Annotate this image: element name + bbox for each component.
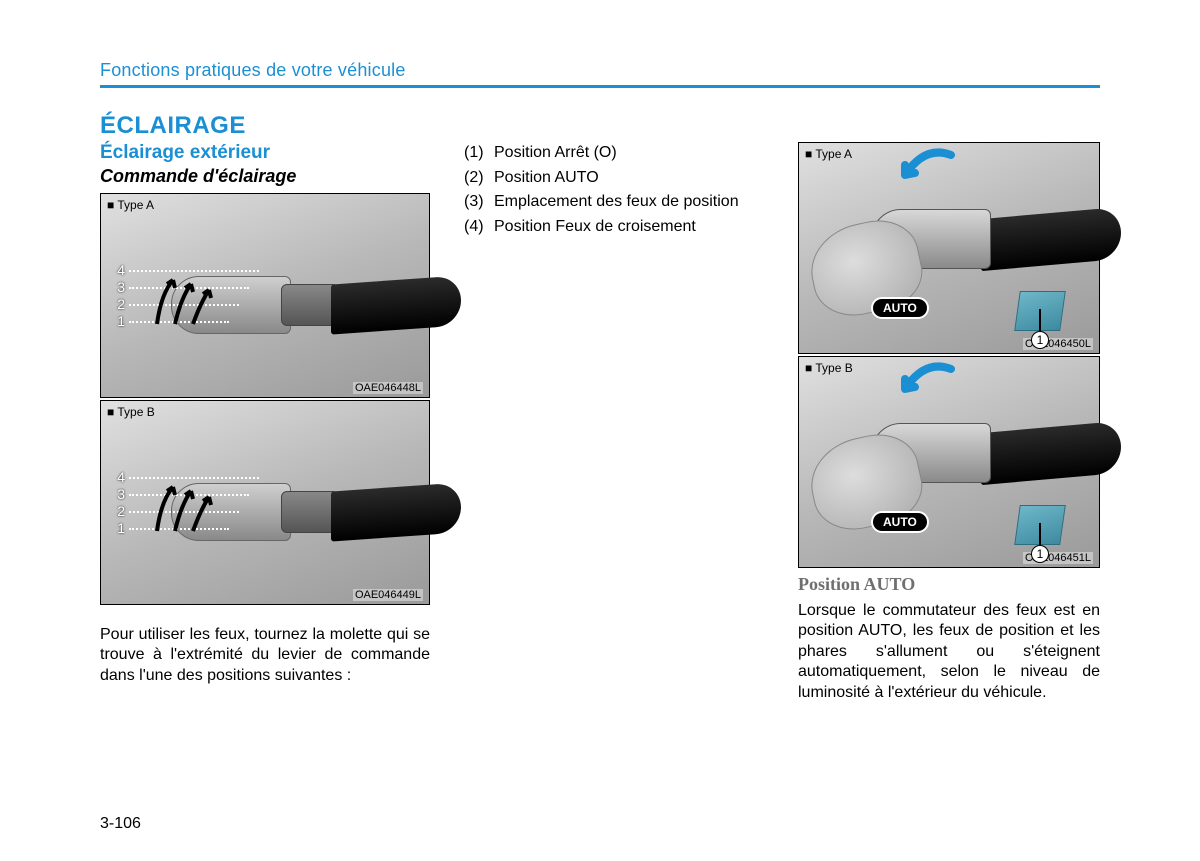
position-number: 2 <box>111 296 125 313</box>
callout-line <box>1039 309 1041 331</box>
position-number: 4 <box>111 262 125 279</box>
position-number: 1 <box>111 520 125 537</box>
header-rule <box>418 85 1100 88</box>
figure-type-label: ■ Type B <box>805 361 853 375</box>
content-columns: ÉCLAIRAGE Éclairage extérieur Commande d… <box>100 112 1100 703</box>
list-item: (1) Position Arrêt (O) <box>464 142 764 164</box>
list-item: (4) Position Feux de croisement <box>464 216 764 238</box>
rotate-arrow-icon <box>895 361 965 414</box>
figure-stalk-type-b: ■ Type B 4 3 2 1 <box>100 400 430 605</box>
left-column: ÉCLAIRAGE Éclairage extérieur Commande d… <box>100 112 430 703</box>
list-text: Emplacement des feux de position <box>494 191 764 213</box>
position-number: 3 <box>111 279 125 296</box>
section-title: ÉCLAIRAGE <box>100 112 430 140</box>
auto-label: AUTO <box>873 299 927 317</box>
position-numbers: 4 3 2 1 <box>111 262 125 330</box>
position-number: 2 <box>111 503 125 520</box>
figure-auto-type-a: ■ Type A AUTO 1 OAE046450L <box>798 142 1100 354</box>
page-number: 3-106 <box>100 815 141 833</box>
list-text: Position AUTO <box>494 167 764 189</box>
auto-label: AUTO <box>873 513 927 531</box>
right-column: ■ Type A AUTO 1 OAE046450L ■ Type B <box>798 112 1100 703</box>
position-number: 3 <box>111 486 125 503</box>
position-numbers: 4 3 2 1 <box>111 469 125 537</box>
position-list: (1) Position Arrêt (O) (2) Position AUTO… <box>464 142 764 237</box>
chapter-header: Fonctions pratiques de votre véhicule <box>100 60 1100 88</box>
middle-column: (1) Position Arrêt (O) (2) Position AUTO… <box>464 112 764 703</box>
figure-type-label: ■ Type B <box>107 405 155 419</box>
rotate-arrow-icon <box>895 147 965 200</box>
figure-code: OAE046449L <box>353 589 423 601</box>
figure-type-label: ■ Type A <box>107 198 154 212</box>
list-number: (2) <box>464 167 494 189</box>
figure-auto-type-b: ■ Type B AUTO 1 OAE046451L <box>798 356 1100 568</box>
list-item: (2) Position AUTO <box>464 167 764 189</box>
arrow-icon <box>151 274 221 328</box>
callout-number: 1 <box>1031 545 1049 563</box>
arrow-icon <box>151 481 221 535</box>
subsection-title: Éclairage extérieur <box>100 142 430 164</box>
figure-type-label: ■ Type A <box>805 147 852 161</box>
callout-number: 1 <box>1031 331 1049 349</box>
list-text: Position Arrêt (O) <box>494 142 764 164</box>
list-text: Position Feux de croisement <box>494 216 764 238</box>
auto-heading: Position AUTO <box>798 574 1100 595</box>
figure-code: OAE046448L <box>353 382 423 394</box>
subsubsection-title: Commande d'éclairage <box>100 166 430 187</box>
chapter-title: Fonctions pratiques de votre véhicule <box>100 60 418 88</box>
list-item: (3) Emplacement des feux de position <box>464 191 764 213</box>
figure-stalk-type-a: ■ Type A 4 3 2 1 <box>100 193 430 398</box>
position-number: 4 <box>111 469 125 486</box>
list-number: (3) <box>464 191 494 213</box>
manual-page: Fonctions pratiques de votre véhicule ÉC… <box>0 0 1200 743</box>
position-number: 1 <box>111 313 125 330</box>
list-number: (1) <box>464 142 494 164</box>
left-body-text: Pour utiliser les feux, tournez la molet… <box>100 625 430 686</box>
list-number: (4) <box>464 216 494 238</box>
right-body-text: Lorsque le commutateur des feux est en p… <box>798 601 1100 703</box>
callout-line <box>1039 523 1041 545</box>
